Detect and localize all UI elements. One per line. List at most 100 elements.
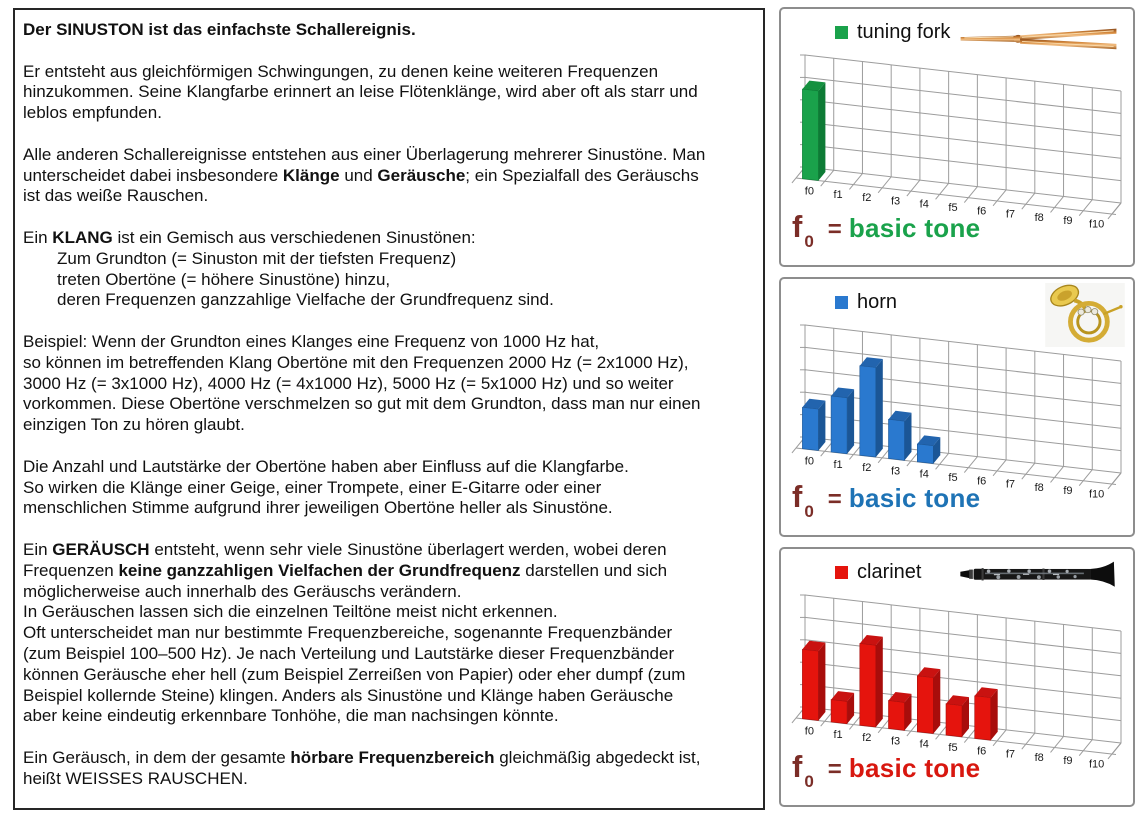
legend-swatch bbox=[835, 566, 848, 579]
bar-top-f1 bbox=[831, 387, 855, 398]
bar-f2 bbox=[859, 365, 877, 458]
x-axis-label-f10: f10 bbox=[1089, 488, 1104, 500]
legend-swatch bbox=[835, 296, 848, 309]
x-axis-label-f5: f5 bbox=[948, 202, 957, 214]
bar-top-f5 bbox=[946, 695, 969, 706]
bar-f4 bbox=[917, 443, 934, 464]
x-axis-label-f6: f6 bbox=[977, 205, 986, 217]
text-line: Ein GERÄUSCH entsteht, wenn sehr viele S… bbox=[23, 539, 667, 559]
bar-f3 bbox=[888, 700, 905, 731]
x-axis-label-f4: f4 bbox=[920, 469, 929, 481]
gridline bbox=[804, 121, 1122, 159]
bar-side-f1 bbox=[847, 389, 855, 454]
gridline bbox=[804, 661, 1122, 699]
paragraph: Beispiel: Wenn der Grundton eines Klange… bbox=[23, 332, 759, 436]
basic-tone-caption: f 0 = basic tone bbox=[792, 479, 981, 521]
text-line: Beispiel: Wenn der Grundton eines Klange… bbox=[23, 331, 600, 351]
gridline bbox=[992, 459, 1007, 477]
gridline bbox=[992, 189, 1007, 207]
text-line: aber keine eindeutig erkennbare Tonhöhe,… bbox=[23, 706, 559, 726]
text-line: Ein Geräusch, in dem der gesamte hörbare… bbox=[23, 747, 701, 767]
legend: clarinet bbox=[835, 561, 921, 584]
x-axis-label-f1: f1 bbox=[833, 189, 842, 201]
bar-f0 bbox=[802, 406, 819, 451]
text-line: leblos empfunden. bbox=[23, 103, 162, 123]
equals-sign: = bbox=[827, 756, 842, 783]
legend: tuning fork bbox=[835, 21, 950, 44]
gridline bbox=[906, 179, 921, 197]
x-axis-label-f2: f2 bbox=[862, 462, 871, 474]
clarinet-icon bbox=[960, 561, 1115, 587]
text-line: deren Frequenzen ganzzahlige Vielfache d… bbox=[57, 290, 554, 310]
gridline bbox=[804, 369, 1122, 407]
gridline bbox=[804, 594, 1122, 632]
x-axis-label-f7: f7 bbox=[1006, 479, 1015, 491]
bar-f0 bbox=[802, 648, 819, 721]
tuning-fork-icon bbox=[960, 28, 1117, 50]
text-line: vorkommen. Diese Obertöne verschmelzen s… bbox=[23, 394, 701, 414]
bar-side-f6 bbox=[990, 689, 998, 741]
gridline bbox=[804, 76, 1122, 114]
gridline bbox=[804, 616, 1122, 654]
bar-f0 bbox=[802, 88, 819, 181]
paragraph: Alle anderen Schallereignisse entstehen … bbox=[23, 145, 759, 207]
bar-side-f2 bbox=[875, 359, 883, 458]
x-axis-label-f9: f9 bbox=[1063, 485, 1072, 497]
text-line: Alle anderen Schallereignisse entstehen … bbox=[23, 144, 706, 164]
gridline bbox=[804, 99, 1122, 137]
gridline bbox=[992, 729, 1007, 747]
bar-top-f2 bbox=[859, 635, 883, 646]
text-line: heißt WEISSES RAUSCHEN. bbox=[23, 768, 248, 788]
gridline bbox=[804, 324, 1122, 362]
text-line: Ein KLANG ist ein Gemisch aus verschiede… bbox=[23, 227, 476, 247]
legend-label: horn bbox=[857, 291, 898, 313]
paragraph: Ein Geräusch, in dem der gesamte hörbare… bbox=[23, 748, 759, 790]
bar-side-f0 bbox=[818, 400, 826, 451]
gridline bbox=[1050, 196, 1064, 213]
gridline bbox=[1078, 739, 1093, 756]
bar-side-f4 bbox=[933, 437, 941, 464]
gridline bbox=[877, 176, 892, 194]
gridline bbox=[1111, 472, 1122, 485]
x-axis-label-f6: f6 bbox=[977, 745, 986, 757]
bar-f6 bbox=[974, 695, 991, 741]
x-axis-label-f6: f6 bbox=[977, 475, 986, 487]
bar-side-f2 bbox=[875, 636, 883, 728]
bar-top-f2 bbox=[859, 357, 883, 368]
gridline bbox=[804, 54, 1122, 92]
bar-top-f4 bbox=[917, 667, 941, 678]
paragraph: Er entsteht aus gleichförmigen Schwingun… bbox=[23, 62, 759, 124]
paragraph: Ein GERÄUSCH entsteht, wenn sehr viele S… bbox=[23, 540, 759, 727]
x-axis-label-f10: f10 bbox=[1089, 758, 1104, 770]
bar-top-f0 bbox=[802, 640, 826, 652]
gridline bbox=[935, 183, 950, 200]
gridline bbox=[849, 173, 863, 190]
x-axis-label-f8: f8 bbox=[1035, 212, 1044, 224]
paragraph: Der SINUSTON ist das einfachste Schaller… bbox=[23, 20, 759, 41]
gridline bbox=[1111, 202, 1122, 215]
text-line: menschlichen Stimme aufgrund ihrer jewei… bbox=[23, 498, 613, 518]
bar-f5 bbox=[945, 703, 963, 738]
x-axis-label-f3: f3 bbox=[891, 735, 900, 747]
gridline bbox=[804, 391, 1122, 429]
x-axis-label-f0: f0 bbox=[805, 186, 814, 198]
x-axis-label-f4: f4 bbox=[920, 199, 929, 211]
x-axis-label-f0: f0 bbox=[805, 726, 814, 738]
gridline bbox=[1111, 742, 1122, 755]
bar-side-f4 bbox=[933, 669, 941, 734]
gridline bbox=[1021, 192, 1036, 210]
gridline bbox=[795, 177, 1117, 215]
bar-f2 bbox=[859, 643, 877, 728]
bar-top-f1 bbox=[831, 691, 855, 702]
x-axis-label-f8: f8 bbox=[1035, 482, 1044, 494]
basic-tone-label: basic tone bbox=[848, 483, 981, 513]
equals-sign: = bbox=[827, 216, 842, 243]
text-line: (zum Beispiel 100–500 Hz). Je nach Verte… bbox=[23, 643, 675, 663]
x-axis-label-f3: f3 bbox=[891, 195, 900, 207]
x-axis-label-f7: f7 bbox=[1006, 209, 1015, 221]
f0-symbol: f bbox=[792, 479, 803, 514]
bar-top-f0 bbox=[802, 80, 826, 91]
bar-f1 bbox=[830, 395, 848, 455]
bar-side-f0 bbox=[818, 642, 826, 721]
